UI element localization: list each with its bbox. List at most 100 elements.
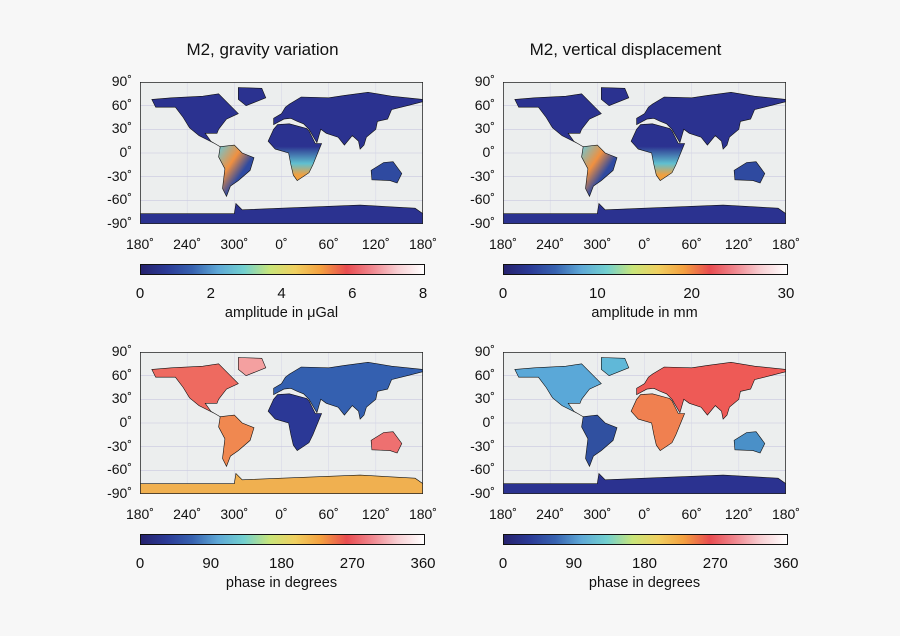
lon-tick-label: 180˚	[408, 506, 438, 522]
colorbar	[503, 264, 788, 275]
landmass-af	[630, 123, 686, 182]
lat-tick-label: 0˚	[482, 414, 495, 430]
landmass-sa	[218, 414, 255, 468]
landmass-gl	[601, 87, 630, 107]
colorbar-tick-label: 180	[268, 555, 295, 572]
landmass-na	[514, 93, 602, 147]
lat-tick-label: 30˚	[474, 120, 495, 137]
map-panel: 90˚ 60˚ 30˚ 0˚ -30˚ -60˚ -90˚ 180˚ 240˚ 300˚ 0˚ 60˚…	[80, 300, 440, 600]
landmass-an	[140, 202, 423, 224]
colorbar	[140, 534, 425, 545]
lon-tick-label: 180˚	[771, 236, 801, 252]
lat-tick-label: 60˚	[111, 366, 132, 383]
lon-tick-label: 300˚	[583, 236, 612, 252]
landmass-au	[733, 161, 766, 184]
lat-tick-label: 30˚	[111, 120, 132, 137]
panel-title: M2, vertical displacement	[529, 40, 722, 59]
colorbar-tick-label: 4	[277, 285, 286, 302]
lon-tick-label: 60˚	[681, 236, 702, 252]
landmass-af	[267, 393, 323, 452]
lat-tick-label: -90˚	[470, 215, 495, 231]
landmass-eu	[273, 91, 423, 150]
lon-tick-label: 300˚	[583, 506, 612, 522]
lon-tick-label: 0˚	[638, 236, 651, 252]
world-map	[140, 352, 423, 494]
colorbar	[140, 264, 425, 275]
colorbar-tick-label: 180	[631, 555, 658, 572]
lon-tick-label: 0˚	[275, 506, 288, 522]
colorbar-tick-label: 6	[348, 285, 357, 302]
landmass-sa	[218, 144, 255, 198]
lon-tick-label: 0˚	[275, 236, 288, 252]
colorbar-tick-label: 360	[773, 555, 799, 572]
lat-tick-label: -30˚	[107, 167, 132, 184]
world-map	[140, 82, 423, 224]
lat-tick-label: 0˚	[482, 144, 495, 160]
colorbar-tick-label: 0	[135, 555, 145, 572]
lon-tick-label: 60˚	[318, 506, 339, 522]
lat-tick-label: -30˚	[470, 437, 495, 454]
world-map	[503, 82, 786, 224]
lat-tick-label: 60˚	[474, 366, 495, 383]
landmass-gl	[238, 87, 267, 107]
landmass-gl	[238, 357, 267, 377]
lat-tick-label: -30˚	[107, 437, 132, 454]
landmass-na	[151, 93, 239, 147]
colorbar-tick-label: 0	[498, 555, 508, 572]
landmass-an	[503, 202, 786, 224]
map-panel: M2, gravity variation 90˚ 6 0˚ 30˚ 0˚ -30˚ -60˚…	[80, 30, 440, 330]
lat-tick-label: 30˚	[474, 390, 495, 407]
landmass-af	[630, 393, 686, 452]
lon-tick-label: 300˚	[220, 236, 249, 252]
lat-tick-label: -90˚	[107, 485, 132, 501]
lat-tick-label: -90˚	[470, 485, 495, 501]
lat-tick-label: -60˚	[107, 461, 132, 478]
panel-title: M2, gravity variation	[186, 40, 339, 59]
world-map	[503, 352, 786, 494]
landmass-eu	[636, 91, 786, 150]
landmass-an	[503, 472, 786, 494]
lat-tick-label: 90˚	[111, 73, 132, 89]
colorbar-tick-label: 360	[410, 555, 436, 572]
lon-tick-label: 240˚	[536, 506, 565, 522]
lon-tick-label: 180˚	[125, 506, 155, 522]
colorbar-label: amplitude in μGal	[224, 305, 339, 321]
lat-tick-label: -90˚	[107, 215, 132, 231]
lat-tick-label: 90˚	[474, 73, 495, 89]
colorbar-tick-label: 0	[498, 285, 508, 302]
lon-tick-label: 120˚	[724, 236, 753, 252]
lat-tick-label: 0˚	[119, 144, 132, 160]
colorbar-tick-label: 0	[135, 285, 145, 302]
lon-tick-label: 300˚	[220, 506, 249, 522]
colorbar-tick-label: 270	[339, 555, 365, 572]
landmass-eu	[273, 361, 423, 420]
colorbar-tick-label: 10	[588, 285, 606, 302]
lat-tick-label: 0˚	[119, 414, 132, 430]
lon-tick-label: 0˚	[638, 506, 651, 522]
map-panel: 90˚ 60˚ 30˚ 0˚ -30˚ -60˚ -90˚ 180˚ 240˚ 300˚ 0˚ 60˚…	[443, 300, 803, 600]
lon-tick-label: 180˚	[771, 506, 801, 522]
colorbar-tick-label: 20	[683, 285, 700, 302]
lat-tick-label: -30˚	[470, 167, 495, 184]
lon-tick-label: 240˚	[173, 236, 202, 252]
landmass-au	[733, 431, 766, 454]
colorbar-tick-label: 270	[702, 555, 728, 572]
lat-tick-label: -60˚	[470, 461, 495, 478]
lon-tick-label: 60˚	[681, 506, 702, 522]
landmass-af	[267, 123, 323, 182]
lon-tick-label: 120˚	[361, 506, 390, 522]
lon-tick-label: 180˚	[408, 236, 438, 252]
lon-tick-label: 180˚	[488, 506, 518, 522]
colorbar-tick-label: 8	[418, 285, 428, 302]
colorbar-label: phase in degrees	[225, 575, 338, 591]
landmass-na	[514, 363, 602, 417]
colorbar-tick-label: 90	[202, 555, 220, 572]
landmass-eu	[636, 361, 786, 420]
landmass-gl	[601, 357, 630, 377]
landmass-au	[370, 161, 403, 184]
landmass-sa	[581, 414, 618, 468]
lat-tick-label: -60˚	[107, 191, 132, 208]
lon-tick-label: 120˚	[361, 236, 390, 252]
colorbar-tick-label: 2	[206, 285, 215, 302]
